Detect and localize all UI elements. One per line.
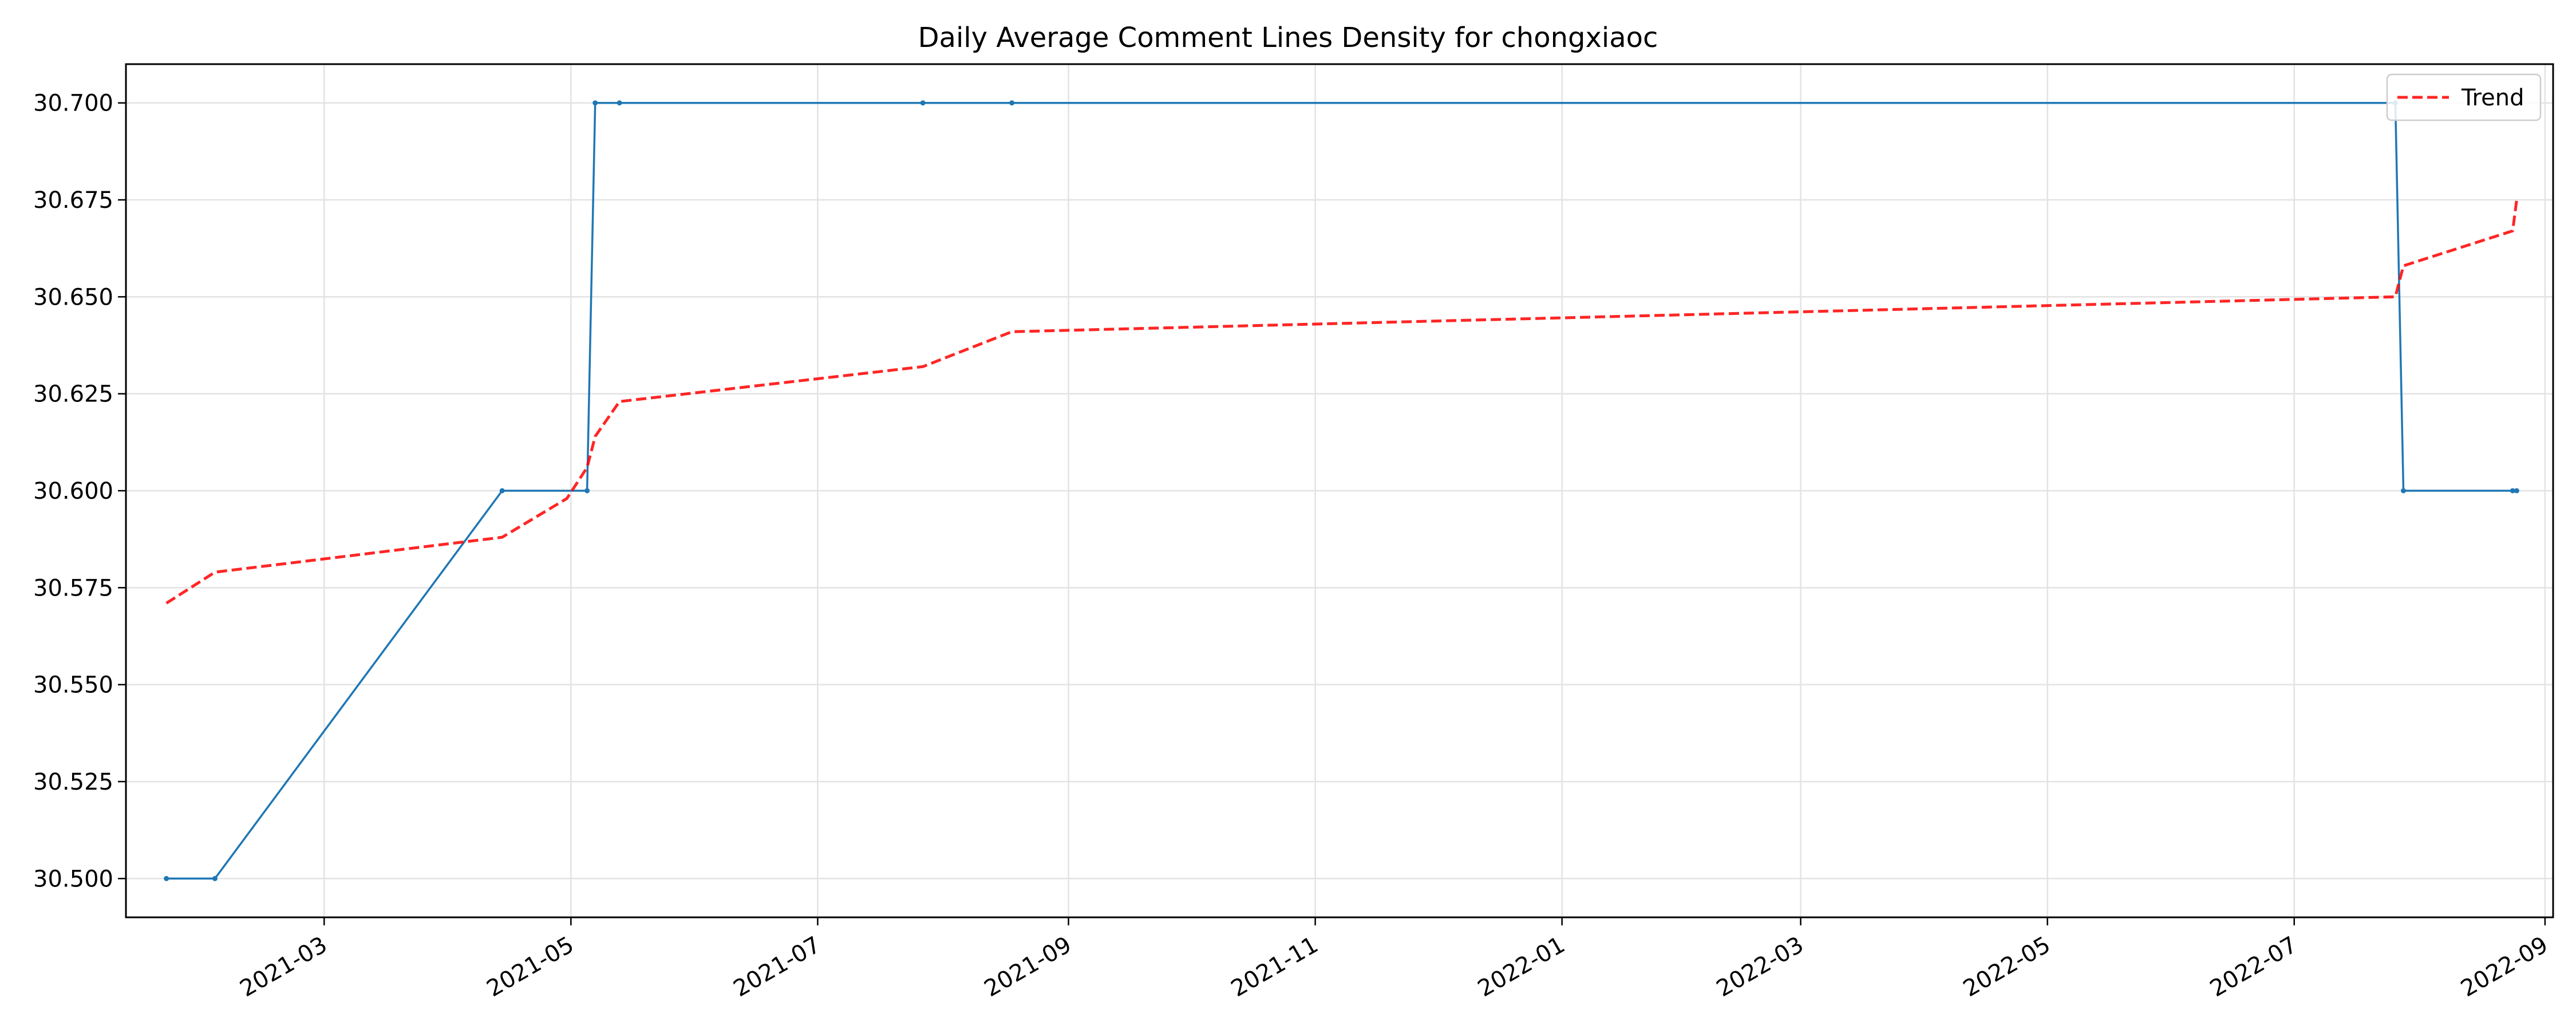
y-tick-label: 30.650 bbox=[33, 284, 113, 310]
y-tick-label: 30.575 bbox=[33, 575, 113, 601]
series-line-0 bbox=[166, 101, 2517, 880]
x-tick-label: 2022-07 bbox=[2206, 932, 2302, 1002]
y-axis: 30.500 30.525 30.550 30.575 30.600 30.625 30.6… bbox=[33, 90, 126, 892]
legend: Trend bbox=[2386, 73, 2542, 121]
data-point bbox=[2401, 488, 2407, 494]
trend-line bbox=[165, 199, 2518, 605]
x-tick-label: 2021-11 bbox=[1227, 932, 1323, 1002]
data-point bbox=[584, 488, 590, 494]
y-tick-label: 30.500 bbox=[33, 866, 113, 892]
x-tick-label: 2021-07 bbox=[729, 932, 825, 1002]
data-point bbox=[212, 876, 218, 881]
data-point bbox=[920, 100, 926, 106]
data-point bbox=[499, 488, 505, 494]
y-tick-label: 30.625 bbox=[33, 381, 113, 408]
legend-label: Trend bbox=[2461, 85, 2524, 111]
data-point bbox=[592, 100, 598, 106]
y-tick-label: 30.525 bbox=[33, 769, 113, 795]
y-tick-label: 30.700 bbox=[33, 90, 113, 117]
data-point bbox=[1009, 100, 1015, 106]
data-point bbox=[2514, 488, 2519, 494]
legend-box bbox=[2386, 73, 2542, 121]
data-point bbox=[164, 876, 169, 881]
x-tick-label: 2021-05 bbox=[483, 932, 579, 1002]
y-tick-label: 30.675 bbox=[33, 187, 113, 214]
y-tick-label: 30.550 bbox=[33, 672, 113, 699]
x-tick-label: 2021-09 bbox=[980, 932, 1076, 1002]
x-tick-label: 2022-05 bbox=[1959, 932, 2055, 1002]
x-tick-label: 2022-03 bbox=[1712, 932, 1808, 1002]
y-tick-label: 30.600 bbox=[33, 478, 113, 504]
x-tick-label: 2022-09 bbox=[2456, 932, 2553, 1002]
chart-title: Daily Average Comment Lines Density for … bbox=[918, 22, 1658, 54]
grid bbox=[126, 64, 2553, 917]
data-point bbox=[617, 100, 622, 106]
x-tick-label: 2021-03 bbox=[236, 932, 332, 1002]
series-layer bbox=[164, 100, 2519, 881]
x-tick-label: 2022-01 bbox=[1473, 932, 1570, 1002]
x-axis: 2021-03 2021-05 2021-07 2021-09 2021-11 2022-… bbox=[236, 917, 2553, 1002]
data-point bbox=[2510, 488, 2515, 494]
